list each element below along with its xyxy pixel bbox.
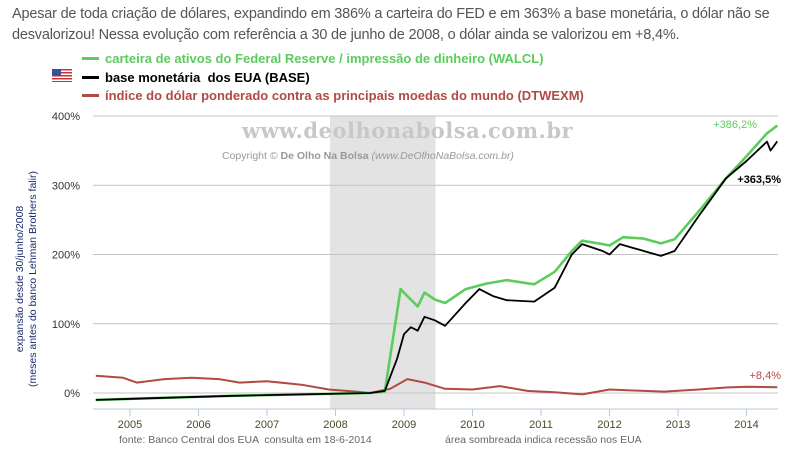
x-tick-label: 2013 [666, 419, 690, 431]
copyright: Copyright © De Olho Na Bolsa (www.DeOlho… [222, 150, 514, 162]
legend-swatch [82, 76, 99, 79]
x-tick-label: 2014 [734, 419, 758, 431]
y-tick-label: 400% [52, 111, 80, 123]
legend-item-walcl: carteira de ativos do Federal Reserve / … [82, 51, 544, 66]
x-tick-label: 2008 [323, 419, 347, 431]
y-tick-label: 200% [52, 250, 80, 262]
legend-label: carteira de ativos do Federal Reserve / … [105, 51, 544, 66]
x-tick-label: 2012 [597, 419, 621, 431]
legend-swatch [82, 94, 99, 97]
copyright-prefix: Copyright © [222, 150, 281, 162]
ylabel: expansão desde 30/junho/2008 (meses ante… [14, 164, 40, 394]
x-tick-label: 2005 [118, 419, 142, 431]
x-tick-label: 2010 [460, 419, 484, 431]
copyright-url: (www.DeOlhoNaBolsa.com.br) [371, 150, 514, 162]
series-line-0 [95, 124, 779, 402]
ylabel-line2: (meses antes do banco Lehman Brothers fa… [27, 171, 39, 387]
legend-item-dtwexm: índice do dólar ponderado contra as prin… [82, 88, 584, 103]
end-value-label: +386,2% [713, 119, 757, 131]
y-tick-label: 100% [52, 319, 80, 331]
copyright-name: De Olho Na Bolsa [280, 150, 369, 162]
x-tick-label: 2009 [392, 419, 416, 431]
recession-shade [330, 116, 436, 409]
series-line-2 [95, 374, 778, 396]
y-tick-label: 300% [52, 180, 80, 192]
end-value-label: +8,4% [750, 370, 782, 382]
legend-label: base monetária dos EUA (BASE) [105, 70, 310, 85]
footer-source: fonte: Banco Central dos EUA consulta em… [119, 434, 372, 446]
end-value-label: +363,5% [737, 174, 781, 186]
y-tick-label: 0% [64, 388, 80, 400]
us-flag-icon [52, 69, 72, 82]
x-tick-label: 2011 [529, 419, 553, 431]
x-tick-label: 2007 [255, 419, 279, 431]
watermark: www.deolhonabolsa.com.br [242, 118, 574, 143]
legend-item-base: base monetária dos EUA (BASE) [82, 70, 310, 85]
legend-label: índice do dólar ponderado contra as prin… [105, 88, 584, 103]
legend-swatch [82, 57, 99, 60]
ylabel-line1: expansão desde 30/junho/2008 [14, 205, 26, 353]
series-line-1 [95, 140, 779, 401]
x-tick-label: 2006 [186, 419, 210, 431]
chart-title: Apesar de toda criação de dólares, expan… [12, 6, 770, 43]
footer-recession-note: área sombreada indica recessão nos EUA [445, 434, 642, 446]
